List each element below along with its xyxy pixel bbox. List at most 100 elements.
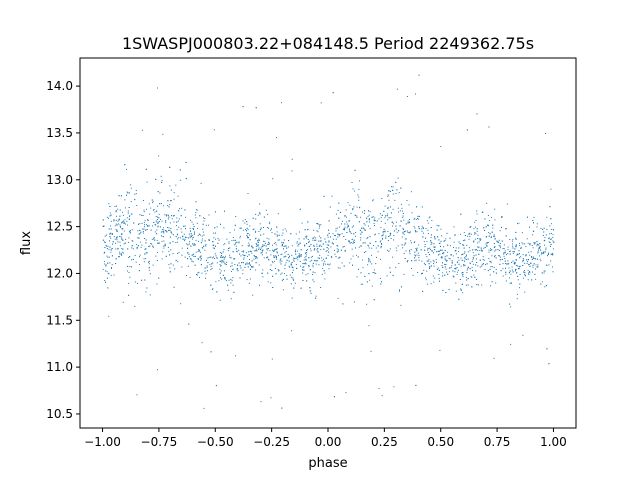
data-point — [261, 272, 263, 274]
data-point — [204, 218, 206, 219]
data-point — [477, 238, 479, 239]
data-point — [368, 258, 370, 260]
data-point — [434, 236, 436, 238]
data-point — [109, 233, 111, 235]
data-point — [553, 248, 554, 250]
data-point — [248, 245, 250, 247]
data-point — [531, 245, 533, 246]
data-point — [260, 401, 262, 403]
data-point — [433, 281, 435, 283]
data-point — [517, 254, 519, 256]
data-point — [266, 248, 268, 250]
data-point — [128, 257, 130, 258]
data-point — [488, 235, 490, 237]
data-point — [288, 257, 290, 259]
data-point — [165, 221, 167, 223]
data-point — [472, 263, 474, 265]
data-point — [142, 215, 144, 216]
data-point — [534, 273, 536, 275]
data-point — [421, 272, 423, 274]
data-point — [131, 259, 133, 261]
data-point — [494, 238, 496, 239]
data-point — [319, 244, 321, 246]
data-point — [334, 235, 336, 237]
data-point — [482, 259, 484, 261]
data-point — [226, 261, 228, 263]
data-point — [284, 268, 286, 270]
data-point — [296, 257, 298, 259]
data-point — [431, 250, 433, 252]
data-point — [116, 239, 118, 241]
data-point — [336, 251, 338, 253]
data-point — [421, 230, 423, 232]
data-point — [358, 188, 360, 190]
data-point — [474, 276, 476, 278]
data-point — [163, 229, 165, 231]
data-point — [212, 288, 214, 290]
data-point — [258, 238, 260, 240]
data-point — [424, 246, 426, 248]
data-point — [104, 241, 105, 243]
data-point — [190, 219, 192, 221]
data-point — [281, 102, 282, 104]
data-point — [306, 235, 308, 237]
data-point — [239, 253, 241, 255]
data-point — [397, 245, 399, 247]
data-point — [438, 254, 439, 256]
data-point — [167, 218, 169, 220]
data-point — [247, 233, 249, 234]
data-point — [501, 240, 503, 242]
data-point — [415, 259, 417, 261]
data-point — [314, 237, 316, 239]
data-point — [446, 260, 448, 262]
data-point — [260, 234, 262, 236]
data-point — [274, 255, 276, 257]
data-point — [519, 287, 520, 289]
data-point — [511, 261, 512, 263]
data-point — [205, 224, 207, 226]
data-point — [536, 243, 538, 245]
data-point — [278, 269, 280, 271]
data-point — [161, 203, 162, 205]
data-point — [532, 231, 534, 232]
data-point — [146, 229, 148, 230]
data-point — [349, 220, 351, 222]
data-point — [446, 232, 448, 234]
data-point — [197, 272, 199, 274]
data-point — [351, 238, 353, 240]
data-point — [199, 256, 201, 258]
data-point — [518, 250, 520, 252]
data-point — [534, 258, 536, 259]
data-point — [410, 191, 412, 193]
data-point — [533, 243, 535, 245]
data-point — [119, 256, 120, 258]
data-point — [514, 261, 516, 263]
data-point — [360, 216, 362, 218]
data-point — [159, 226, 161, 228]
data-point — [337, 297, 339, 299]
data-point — [280, 273, 282, 275]
data-point — [350, 212, 352, 214]
data-point — [479, 239, 481, 241]
data-point — [124, 199, 126, 201]
data-point — [164, 245, 166, 247]
data-point — [220, 277, 221, 279]
data-point — [305, 256, 307, 257]
data-point — [121, 251, 123, 253]
data-point — [487, 242, 489, 243]
data-point — [341, 233, 343, 235]
data-point — [473, 228, 475, 230]
data-point — [499, 263, 501, 265]
data-point — [236, 250, 238, 252]
data-point — [531, 256, 532, 258]
data-point — [381, 214, 383, 216]
data-point — [327, 234, 329, 236]
data-point — [427, 249, 428, 251]
data-point — [318, 245, 320, 247]
data-point — [456, 271, 458, 273]
data-point — [352, 242, 354, 244]
data-point — [302, 272, 304, 274]
data-point — [368, 261, 370, 263]
data-point — [162, 133, 164, 135]
data-point — [550, 188, 552, 190]
